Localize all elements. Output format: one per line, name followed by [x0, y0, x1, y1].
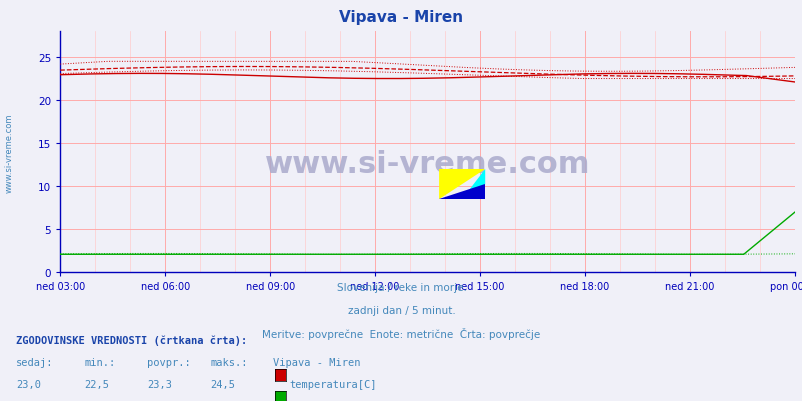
Text: 22,5: 22,5 — [84, 379, 109, 389]
Text: 23,0: 23,0 — [16, 379, 41, 389]
Text: ZGODOVINSKE VREDNOSTI (črtkana črta):: ZGODOVINSKE VREDNOSTI (črtkana črta): — [16, 335, 247, 345]
Text: Vipava - Miren: Vipava - Miren — [273, 357, 360, 367]
Text: Vipava - Miren: Vipava - Miren — [339, 10, 463, 25]
Text: Slovenija / reke in morje.: Slovenija / reke in morje. — [336, 283, 466, 293]
Text: Meritve: povprečne  Enote: metrične  Črta: povprečje: Meritve: povprečne Enote: metrične Črta:… — [262, 327, 540, 339]
Text: sedaj:: sedaj: — [16, 357, 54, 367]
Text: 24,5: 24,5 — [210, 379, 235, 389]
Polygon shape — [462, 170, 484, 200]
Text: 23,3: 23,3 — [147, 379, 172, 389]
Text: www.si-vreme.com: www.si-vreme.com — [5, 113, 14, 192]
Text: maks.:: maks.: — [210, 357, 248, 367]
Text: www.si-vreme.com: www.si-vreme.com — [265, 150, 589, 179]
Text: min.:: min.: — [84, 357, 115, 367]
Text: zadnji dan / 5 minut.: zadnji dan / 5 minut. — [347, 305, 455, 315]
Polygon shape — [439, 184, 484, 200]
Text: povpr.:: povpr.: — [147, 357, 190, 367]
Text: temperatura[C]: temperatura[C] — [289, 379, 376, 389]
Polygon shape — [439, 170, 484, 200]
